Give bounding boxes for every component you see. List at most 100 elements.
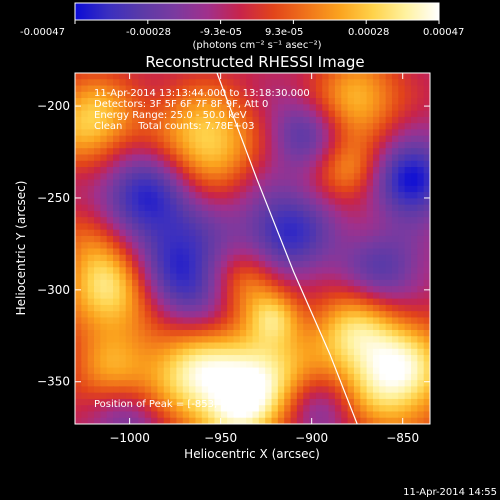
heatmap-cell <box>208 73 216 80</box>
heatmap-cell <box>176 273 184 281</box>
heatmap-cell <box>379 304 387 312</box>
heatmap-cell <box>125 336 133 344</box>
heatmap-cell <box>309 73 317 80</box>
heatmap-cell <box>138 342 146 350</box>
heatmap-cell <box>246 104 254 112</box>
heatmap-cell <box>379 373 387 381</box>
heatmap-cell <box>113 135 120 143</box>
heatmap-cell <box>233 417 241 424</box>
heatmap-cell <box>277 229 285 237</box>
heatmap-cell <box>252 204 260 212</box>
heatmap-cell <box>239 116 247 124</box>
heatmap-cell <box>132 198 139 206</box>
heatmap-cell <box>132 355 139 362</box>
heatmap-cell <box>334 154 342 162</box>
heatmap-cell <box>334 235 342 243</box>
heatmap-cell <box>208 380 216 387</box>
heatmap-cell <box>113 261 120 268</box>
heatmap-cell <box>309 229 317 237</box>
heatmap-cell <box>151 248 159 256</box>
heatmap-cell <box>119 286 127 293</box>
heatmap-cell <box>379 417 387 424</box>
heatmap-cell <box>385 148 393 156</box>
heatmap-cell <box>385 261 393 268</box>
heatmap-cell <box>309 129 317 137</box>
heatmap-cell <box>227 79 235 87</box>
heatmap-cell <box>328 373 336 381</box>
heatmap-cell <box>144 273 152 281</box>
heatmap-cell <box>315 373 323 381</box>
heatmap-cell <box>391 361 399 369</box>
heatmap-cell <box>87 135 95 143</box>
heatmap-cell <box>271 342 279 350</box>
heatmap-cell <box>328 204 336 212</box>
heatmap-cell <box>87 192 95 199</box>
heatmap-cell <box>227 141 235 149</box>
heatmap-cell <box>322 348 330 356</box>
heatmap-cell <box>322 167 330 174</box>
heatmap-cell <box>398 198 406 206</box>
heatmap-cell <box>220 311 228 319</box>
heatmap-cell <box>398 361 406 369</box>
heatmap-cell <box>195 273 203 281</box>
heatmap-cell <box>404 336 412 344</box>
heatmap-cell <box>341 361 349 369</box>
heatmap-cell <box>100 98 108 105</box>
heatmap-cell <box>347 336 355 344</box>
heatmap-cell <box>138 298 146 306</box>
heatmap-cell <box>423 279 430 287</box>
annotation-energy-range: Energy Range: 25.0 - 50.0 keV <box>94 110 247 121</box>
heatmap-cell <box>81 160 89 168</box>
heatmap-cell <box>233 185 241 193</box>
heatmap-cell <box>75 185 82 193</box>
heatmap-cell <box>315 405 323 413</box>
heatmap-cell <box>315 91 323 99</box>
heatmap-cell <box>239 135 247 143</box>
heatmap-cell <box>258 116 266 124</box>
heatmap-cell <box>423 141 430 149</box>
heatmap-cell <box>113 242 120 250</box>
heatmap-cell <box>398 85 406 93</box>
heatmap-cell <box>284 373 292 381</box>
heatmap-cell <box>417 173 425 181</box>
heatmap-cell <box>398 123 406 131</box>
heatmap-cell <box>106 254 114 262</box>
heatmap-cell <box>303 229 311 237</box>
heatmap-cell <box>125 242 133 250</box>
heatmap-cell <box>138 223 146 231</box>
heatmap-cell <box>379 116 387 124</box>
heatmap-cell <box>360 261 368 268</box>
heatmap-cell <box>227 116 235 124</box>
heatmap-cell <box>195 116 203 124</box>
heatmap-cell <box>296 361 304 369</box>
heatmap-cell <box>309 179 317 187</box>
heatmap-cell <box>151 386 159 394</box>
heatmap-cell <box>284 73 292 80</box>
heatmap-cell <box>75 304 82 312</box>
heatmap-cell <box>372 267 380 275</box>
colorbar-tick-label: -0.00028 <box>126 27 171 38</box>
heatmap-cell <box>360 398 368 406</box>
heatmap-cell <box>404 173 412 181</box>
heatmap-cell <box>94 367 101 375</box>
heatmap-cell <box>163 311 171 319</box>
heatmap-cell <box>94 210 101 218</box>
heatmap-cell <box>119 98 127 105</box>
heatmap-cell <box>296 329 304 337</box>
heatmap-cell <box>328 392 336 400</box>
heatmap-cell <box>303 85 311 93</box>
heatmap-cell <box>94 261 101 268</box>
heatmap-cell <box>258 398 266 406</box>
heatmap-cell <box>233 348 241 356</box>
heatmap-cell <box>296 167 304 174</box>
heatmap-cell <box>138 79 146 87</box>
heatmap-cell <box>220 248 228 256</box>
heatmap-cell <box>417 229 425 237</box>
heatmap-cell <box>353 141 361 149</box>
heatmap-cell <box>417 110 425 118</box>
heatmap-cell <box>151 223 159 231</box>
heatmap-cell <box>290 179 298 187</box>
heatmap-cell <box>296 242 304 250</box>
heatmap-cell <box>265 380 273 387</box>
heatmap-cell <box>227 210 235 218</box>
